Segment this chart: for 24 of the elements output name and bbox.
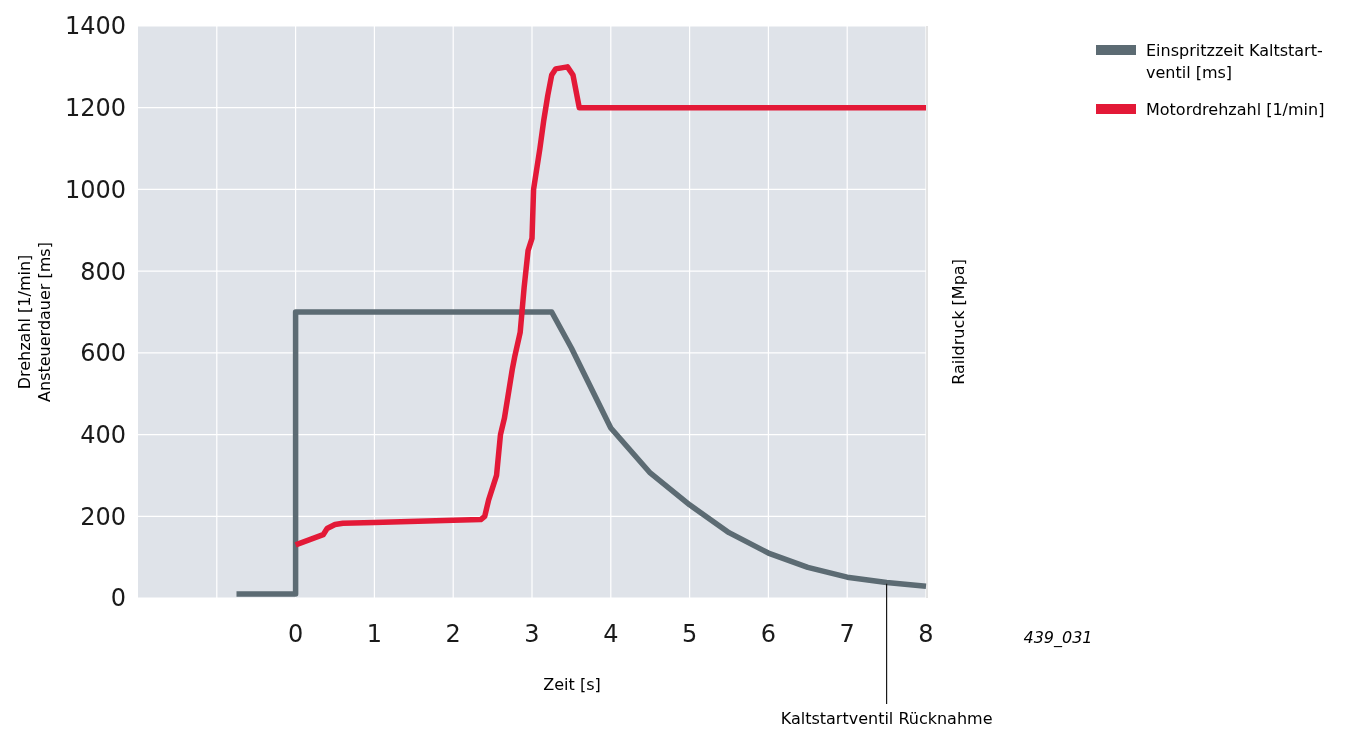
annotation: Kaltstartventil Rücknahme — [780, 709, 993, 728]
legend-label: Einspritzzeit Kaltstart-ventil [ms] — [1146, 40, 1323, 82]
x-tick-label: 1 — [366, 620, 383, 648]
x-tick-label: 8 — [918, 620, 934, 648]
x-tick-label: 7 — [839, 620, 855, 648]
y-tick-label: 800 — [80, 257, 126, 286]
x-tick-label: 4 — [603, 620, 619, 648]
y-tick-label: 1400 — [64, 12, 126, 41]
y-tick-label: 400 — [80, 420, 126, 449]
y-tick-label: 1200 — [64, 94, 126, 123]
y-tick-label: 600 — [80, 339, 126, 368]
y-tick-label: 1000 — [64, 175, 126, 204]
text: 439_031 — [1023, 628, 1093, 648]
y-axis-title: Drehzahl [1/min] Ansteuerdauer [ms] — [15, 242, 54, 402]
x-tick-label: 5 — [681, 620, 698, 648]
x-tick-label: 3 — [524, 620, 540, 648]
x-tick-label: 0 — [287, 620, 304, 648]
x-tick-label: 2 — [445, 620, 461, 648]
y2-axis-title: Raildruck [Mpa] — [949, 259, 968, 385]
x-tick-label: 6 — [760, 620, 777, 648]
y-tick-label: 200 — [80, 502, 126, 531]
legend-label: Motordrehzahl [1/min] — [1146, 99, 1325, 119]
y-tick-label: 0 — [110, 584, 126, 613]
x-axis-title: Zeit [s] — [543, 675, 601, 694]
